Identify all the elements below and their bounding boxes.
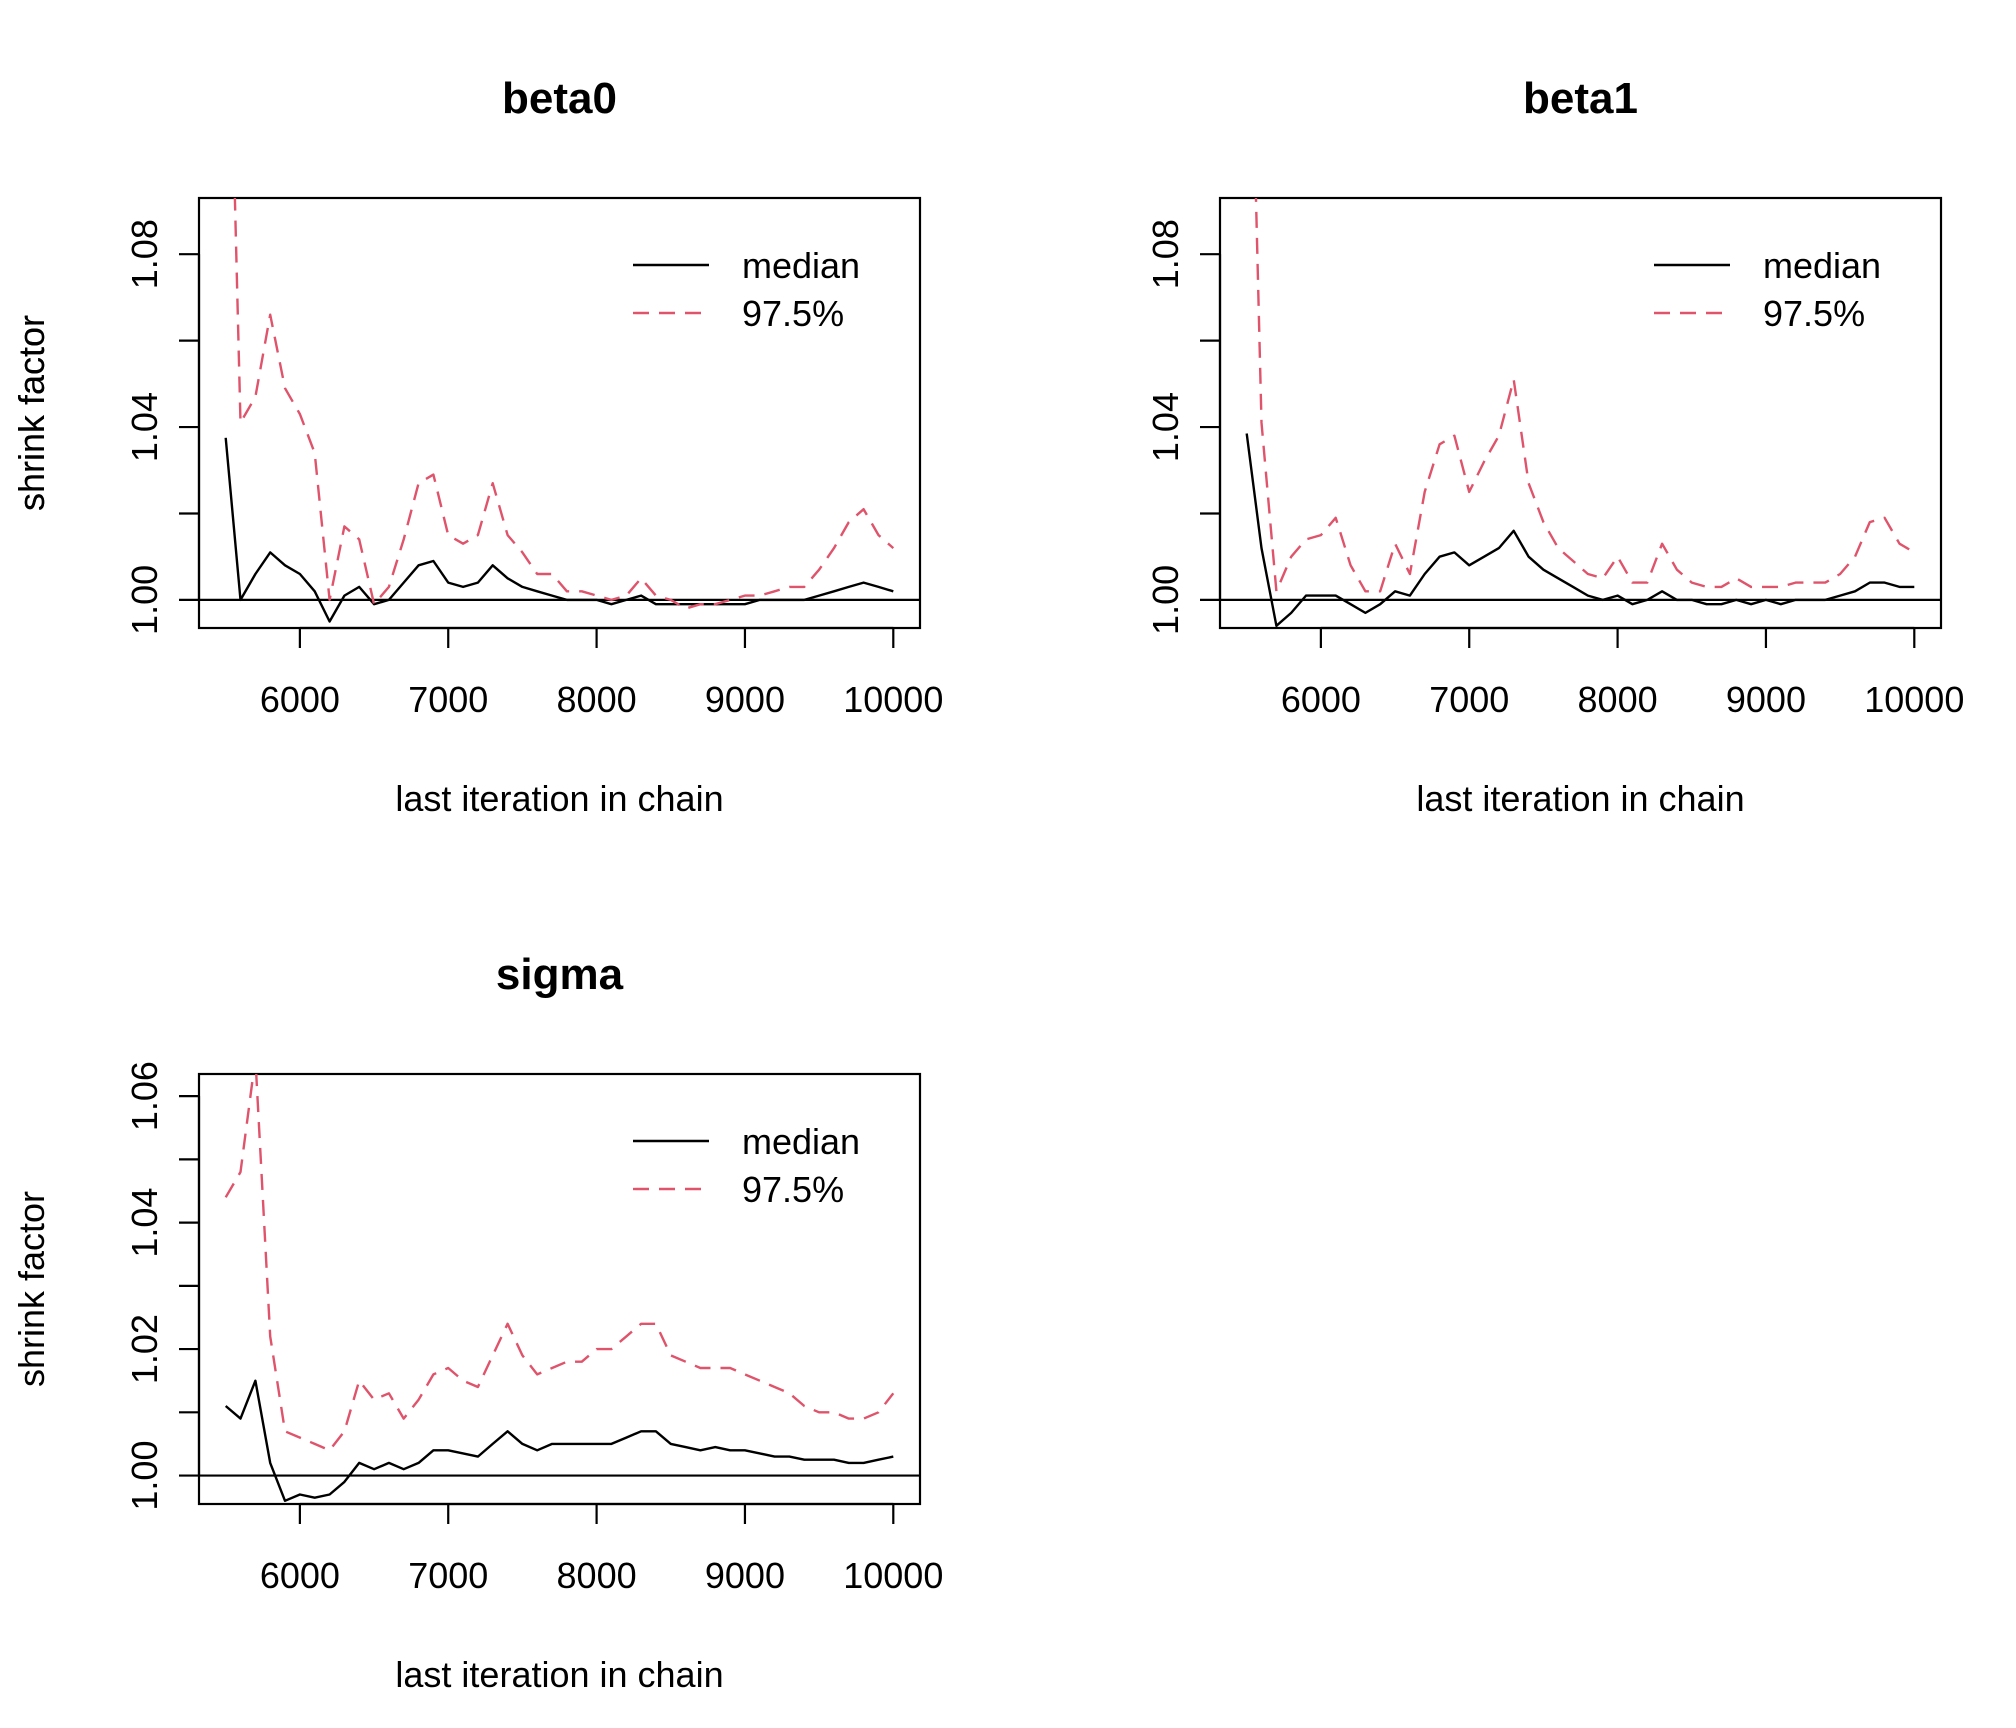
x-tick-label: 8000	[557, 1555, 637, 1596]
legend-label: 97.5%	[742, 293, 844, 334]
series-line-97-5	[224, 1074, 895, 1452]
x-tick-label: 10000	[1864, 679, 1964, 720]
y-tick-label: 1.06	[124, 1061, 165, 1131]
x-tick-label: 10000	[843, 679, 943, 720]
chart-panel-beta1: beta1 6000 7000 8000 9000 10000 1.00 1.04 1.08 la…	[11, 74, 1964, 819]
x-tick-label: 7000	[408, 679, 488, 720]
legend-label: median	[742, 1121, 860, 1162]
x-tick-label: 10000	[843, 1555, 943, 1596]
y-tick-label: 1.04	[124, 392, 165, 462]
y-tick-label: 1.00	[1145, 565, 1186, 635]
series-line-median	[224, 437, 894, 623]
legend-label: median	[1763, 245, 1881, 286]
y-tick-label: 1.04	[1145, 392, 1186, 462]
x-tick-label: 6000	[260, 679, 340, 720]
x-tick-label: 9000	[1726, 679, 1806, 720]
legend-label: 97.5%	[742, 1169, 844, 1210]
x-tick-label: 9000	[705, 679, 785, 720]
series-line-97-5	[233, 198, 895, 610]
y-tick-label: 1.00	[124, 565, 165, 635]
y-axis-label: shrink factor	[11, 315, 52, 511]
series-group	[1245, 198, 1915, 627]
y-axis-label: shrink factor	[11, 315, 52, 511]
series-group	[224, 1074, 895, 1503]
series-line-median	[1245, 433, 1915, 627]
chart-panel-beta0: beta0 6000 7000 8000 9000 10000 1.00 1.04 1.08 la…	[11, 74, 943, 819]
x-tick-label: 7000	[1429, 679, 1509, 720]
y-tick-label: 1.04	[124, 1188, 165, 1258]
chart-title: beta1	[1523, 74, 1638, 123]
y-tick-label: 1.00	[124, 1441, 165, 1511]
x-axis-label: last iteration in chain	[1416, 778, 1744, 819]
x-tick-label: 9000	[705, 1555, 785, 1596]
series-group	[224, 198, 895, 623]
series-line-median	[224, 1379, 894, 1503]
chart-title: beta0	[502, 74, 617, 123]
x-tick-label: 8000	[557, 679, 637, 720]
x-tick-label: 8000	[1578, 679, 1658, 720]
x-axis-label: last iteration in chain	[395, 778, 723, 819]
x-tick-label: 7000	[408, 1555, 488, 1596]
x-axis-label: last iteration in chain	[395, 1654, 723, 1695]
legend-label: median	[742, 245, 860, 286]
y-tick-label: 1.02	[124, 1314, 165, 1384]
y-tick-label: 1.08	[124, 219, 165, 289]
legend-label: 97.5%	[1763, 293, 1865, 334]
x-tick-label: 6000	[1281, 679, 1361, 720]
y-tick-label: 1.08	[1145, 219, 1186, 289]
x-tick-label: 6000	[260, 1555, 340, 1596]
y-axis-label: shrink factor	[11, 1191, 52, 1387]
series-line-97-5	[1254, 198, 1915, 593]
chart-panel-sigma: sigma 6000 7000 8000 9000 10000 1.00 1.02 1.04 1.…	[11, 950, 943, 1695]
chart-title: sigma	[496, 950, 624, 999]
